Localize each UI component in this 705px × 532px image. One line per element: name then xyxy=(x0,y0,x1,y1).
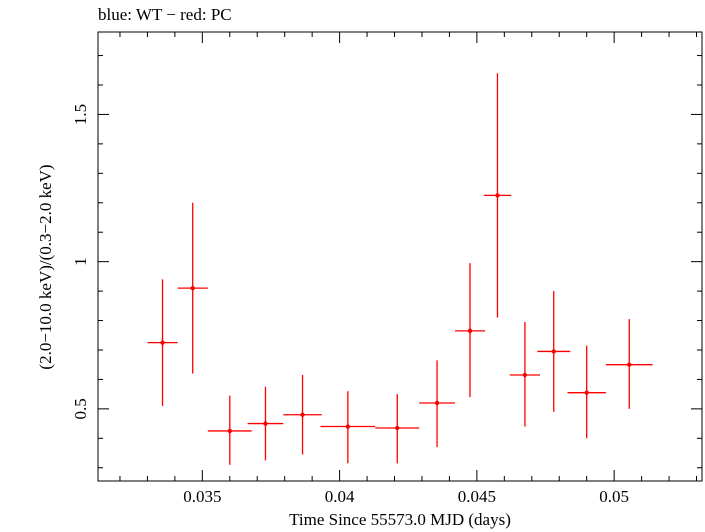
x-tick-label: 0.035 xyxy=(183,487,221,506)
data-point xyxy=(509,322,541,427)
data-marker xyxy=(584,390,589,395)
data-marker xyxy=(434,400,440,406)
data-point xyxy=(283,375,322,455)
data-point xyxy=(419,360,455,448)
axes: 0.035 0.04 0.045 0.05 0.5 1 1.5 xyxy=(71,32,702,506)
x-tick-label: 0.05 xyxy=(599,487,629,506)
x-tick-label: 0.04 xyxy=(325,487,355,506)
data-point xyxy=(247,386,284,461)
data-marker xyxy=(522,372,528,378)
data-marker xyxy=(300,412,305,417)
data-marker xyxy=(551,349,556,354)
data-point xyxy=(567,345,606,439)
data-point xyxy=(483,73,512,318)
data-marker xyxy=(263,421,268,426)
y-tick-label: 1.5 xyxy=(71,104,90,125)
data-marker xyxy=(627,362,632,367)
data-marker xyxy=(395,425,400,431)
data-marks xyxy=(147,73,653,465)
data-marker xyxy=(227,428,232,434)
x-tick-label: 0.045 xyxy=(458,487,496,506)
data-point xyxy=(537,291,571,412)
y-tick-label: 0.5 xyxy=(71,398,90,419)
plot-frame xyxy=(97,31,703,482)
chart-title: blue: WT − red: PC xyxy=(98,5,232,24)
data-point xyxy=(375,394,420,464)
data-marker xyxy=(495,193,500,198)
data-point xyxy=(147,279,178,406)
y-tick-label: 1 xyxy=(71,257,90,266)
data-point xyxy=(207,395,252,465)
data-marker xyxy=(190,285,195,291)
x-axis-label: Time Since 55573.0 MJD (days) xyxy=(289,510,511,529)
data-marker xyxy=(467,328,473,334)
data-marker xyxy=(160,340,165,345)
data-point xyxy=(605,319,653,409)
data-point xyxy=(454,263,486,398)
data-marker xyxy=(345,424,351,429)
data-point xyxy=(177,202,208,374)
data-point xyxy=(320,391,376,464)
y-axis-label: (2.0−10.0 keV)/(0.3−2.0 keV) xyxy=(36,164,55,370)
